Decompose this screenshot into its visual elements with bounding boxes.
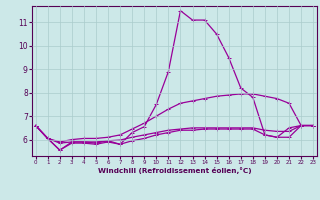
X-axis label: Windchill (Refroidissement éolien,°C): Windchill (Refroidissement éolien,°C) (98, 167, 251, 174)
